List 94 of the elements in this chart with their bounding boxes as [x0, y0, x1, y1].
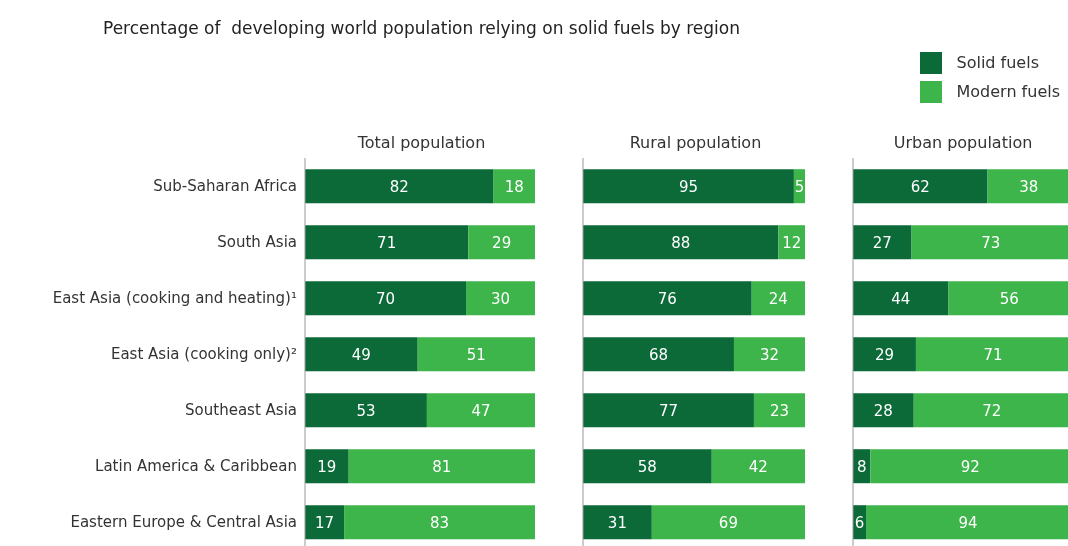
bar: [583, 449, 712, 484]
data-label: 44: [891, 289, 911, 308]
data-label: 18: [504, 177, 524, 196]
bar: [305, 505, 345, 540]
bar: [583, 505, 652, 540]
chart-title: Percentage of developing world population relying on solid fuels by region: [103, 18, 740, 38]
y-tick-label: Sub-Saharan Africa: [153, 177, 297, 196]
data-label: 77: [658, 401, 679, 420]
data-label: 31: [607, 513, 627, 532]
bar: [583, 225, 779, 260]
bar: [733, 337, 805, 372]
data-label: 53: [356, 401, 376, 420]
data-label: 95: [678, 177, 698, 196]
bar: [853, 337, 916, 372]
bar: [853, 281, 949, 316]
data-label: 29: [874, 345, 895, 364]
chart-subtitle: Total population: [356, 132, 487, 154]
bar: [853, 393, 914, 428]
bar: [417, 337, 535, 372]
data-label: 27: [872, 233, 892, 252]
legend-label: Solid fuels: [955, 52, 1040, 74]
data-label: 23: [769, 401, 790, 420]
bar: [305, 169, 494, 204]
data-label: 30: [490, 289, 511, 308]
data-label: 71: [377, 233, 397, 252]
data-label: 71: [983, 345, 1003, 364]
chart-subtitle: Urban population: [892, 132, 1034, 154]
bar: [583, 169, 794, 204]
data-label: 82: [389, 177, 409, 196]
data-label: 47: [471, 401, 491, 420]
data-label: 83: [430, 513, 450, 532]
bar: [915, 337, 1068, 372]
bar: [913, 393, 1068, 428]
bar: [305, 225, 469, 260]
data-label: 28: [873, 401, 893, 420]
data-label: 94: [958, 513, 978, 532]
bar: [305, 337, 418, 372]
bar: [583, 337, 734, 372]
bar: [987, 169, 1068, 204]
bar: [948, 281, 1068, 316]
data-label: 92: [960, 457, 980, 476]
bar: [305, 449, 349, 484]
data-label: 24: [768, 289, 788, 308]
y-tick-label: East Asia (cooking only)²: [110, 345, 297, 364]
data-label: 17: [315, 513, 335, 532]
bar: [751, 281, 805, 316]
bar: [344, 505, 535, 540]
bar: [911, 225, 1068, 260]
data-label: 62: [910, 177, 930, 196]
bar: [853, 225, 912, 260]
data-label: 8: [856, 457, 867, 476]
bar: [853, 169, 988, 204]
bar: [426, 393, 535, 428]
data-label: 58: [637, 457, 657, 476]
y-tick-label: South Asia: [217, 233, 297, 252]
chart-subtitle: Rural population: [628, 132, 763, 154]
data-label: 69: [718, 513, 738, 532]
bar: [870, 449, 1068, 484]
bar: [348, 449, 535, 484]
data-label: 12: [782, 233, 802, 252]
bar: [305, 281, 466, 316]
data-label: 88: [671, 233, 691, 252]
legend-label: Modern fuels: [955, 81, 1060, 103]
bar: [778, 225, 805, 260]
data-label: 72: [982, 401, 1002, 420]
bar: [753, 393, 805, 428]
bar: [583, 281, 752, 316]
data-label: 49: [351, 345, 371, 364]
data-label: 6: [854, 513, 865, 532]
y-tick-label: East Asia (cooking and heating)¹: [52, 289, 297, 308]
bar: [305, 393, 427, 428]
data-label: 19: [317, 457, 337, 476]
bar: [711, 449, 805, 484]
data-label: 70: [375, 289, 396, 308]
y-tick-label: Eastern Europe & Central Asia: [70, 513, 297, 532]
bar: [493, 169, 535, 204]
bar: [866, 505, 1068, 540]
data-label: 29: [492, 233, 512, 252]
data-label: 42: [748, 457, 768, 476]
data-label: 56: [999, 289, 1019, 308]
data-label: 76: [657, 289, 677, 308]
y-tick-label: Latin America & Caribbean: [95, 457, 297, 476]
bar: [466, 281, 535, 316]
data-label: 38: [1019, 177, 1039, 196]
data-label: 81: [432, 457, 452, 476]
data-label: 5: [794, 177, 805, 196]
bar: [651, 505, 805, 540]
y-tick-label: Southeast Asia: [185, 401, 297, 420]
data-label: 68: [648, 345, 669, 364]
bar: [583, 393, 754, 428]
bar: [468, 225, 535, 260]
data-label: 32: [759, 345, 780, 364]
data-label: 73: [981, 233, 1001, 252]
data-label: 51: [466, 345, 486, 364]
